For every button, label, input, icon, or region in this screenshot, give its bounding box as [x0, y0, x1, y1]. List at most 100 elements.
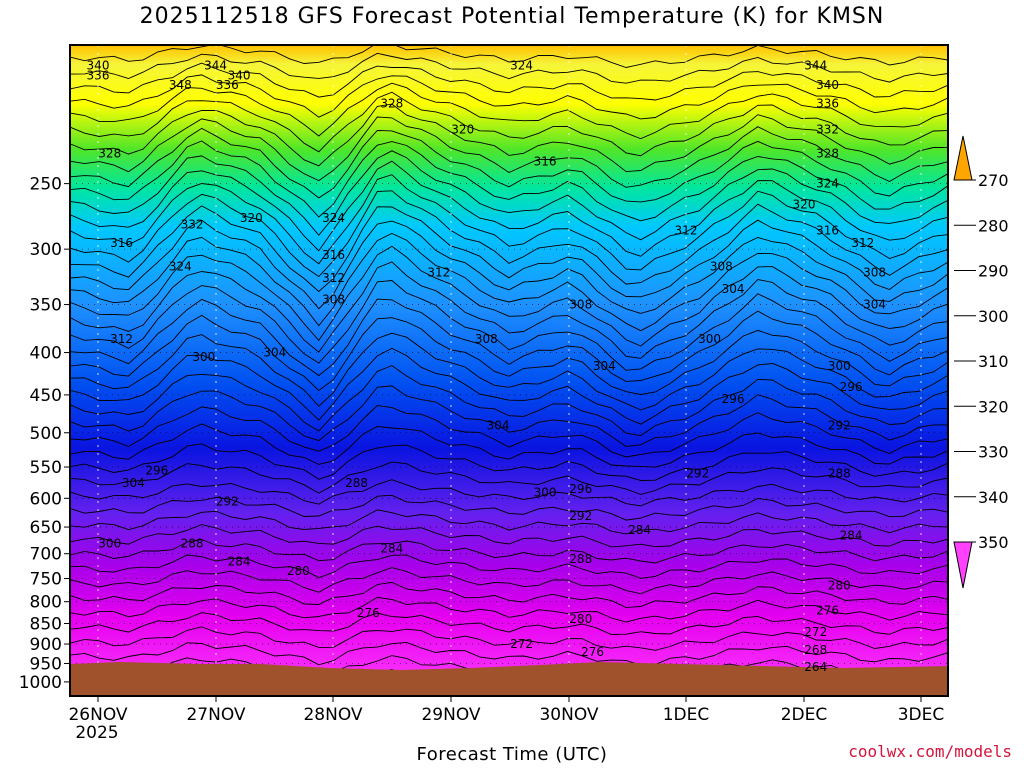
- contour-label: 276: [816, 604, 839, 618]
- contour-label: 296: [840, 380, 863, 394]
- contour-label: 288: [828, 466, 851, 480]
- isentrope-line: [70, 641, 948, 666]
- contour-label: 280: [569, 612, 592, 626]
- colorbar-label: 330: [978, 443, 1009, 462]
- contour-label: 316: [816, 224, 839, 238]
- isentrope-line: [70, 45, 948, 68]
- isentrope-line: [70, 261, 948, 359]
- colorbar-top-arrow: [953, 135, 973, 181]
- plot-frame: [69, 44, 949, 697]
- isentrope-line: [70, 524, 948, 548]
- contour-label: 340: [816, 78, 839, 92]
- contour-label: 312: [851, 236, 874, 250]
- y-tick-label: 950: [30, 654, 62, 674]
- contour-label: 328: [816, 147, 839, 161]
- contour-label: 320: [793, 198, 816, 212]
- contour-label: 344: [204, 59, 227, 73]
- y-tick-label: 700: [30, 545, 62, 565]
- colorbar: 270 280 290 300 310 320 330 340 350: [953, 135, 1009, 589]
- source-credit: coolwx.com/models: [848, 742, 1012, 761]
- contour-label: 264: [804, 660, 827, 674]
- contour-label: 332: [181, 217, 204, 231]
- isentrope-line: [70, 150, 948, 241]
- y-tick-label: 1000: [19, 673, 62, 693]
- contour-label: 284: [380, 542, 403, 556]
- colorbar-label: 270: [978, 171, 1009, 190]
- contour-label: 324: [169, 260, 192, 274]
- y-tick-label: 250: [30, 175, 62, 195]
- isentrope-line: [70, 332, 948, 411]
- contour-label: 308: [569, 298, 592, 312]
- isentrope-line: [70, 298, 948, 382]
- isentrope-line: [70, 405, 948, 458]
- contour-label: 300: [534, 485, 557, 499]
- colorbar-label: 300: [978, 307, 1009, 326]
- colorbar-label: 340: [978, 488, 1009, 507]
- isentrope-line: [70, 581, 948, 608]
- y-tick-label: 750: [30, 569, 62, 589]
- contour-label: 324: [322, 211, 345, 225]
- isentrope-line: [70, 365, 948, 437]
- contour-label: 300: [828, 359, 851, 373]
- x-axis-year-label: 2025: [75, 723, 118, 743]
- y-tick-label: 400: [30, 344, 62, 364]
- x-tick-label: 3DEC: [898, 705, 945, 725]
- contour-label: 316: [322, 248, 345, 262]
- contour-label: 296: [569, 482, 592, 496]
- colorbar-label: 310: [978, 352, 1009, 371]
- isentrope-line: [70, 280, 948, 371]
- contour-label: 320: [451, 122, 474, 136]
- contour-label: 304: [263, 346, 286, 360]
- x-tick-label: 28NOV: [303, 705, 362, 725]
- colorbar-label: 350: [978, 533, 1009, 552]
- y-tick-label: 650: [30, 518, 62, 538]
- theta-field: [70, 45, 948, 696]
- isentrope-line: [70, 443, 948, 481]
- chart-title: 2025112518 GFS Forecast Potential Temper…: [139, 4, 885, 29]
- y-tick-label: 800: [30, 593, 62, 613]
- contour-label: 344: [804, 59, 827, 73]
- contour-label: 316: [534, 154, 557, 168]
- contour-label: 320: [240, 211, 263, 225]
- contour-label: 324: [510, 59, 533, 73]
- contour-label: 312: [675, 224, 698, 238]
- isentrope-line: [70, 127, 948, 203]
- y-tick-label: 550: [30, 458, 62, 478]
- contour-label: 288: [181, 536, 204, 550]
- contour-label: 340: [87, 59, 110, 73]
- contour-label: 304: [593, 359, 616, 373]
- contour-label: 284: [228, 554, 251, 568]
- terrain: [70, 662, 948, 696]
- contour-label: 280: [828, 579, 851, 593]
- contour-label: 328: [98, 147, 121, 161]
- colorbar-label: 290: [978, 262, 1009, 281]
- contour-label: 304: [487, 419, 510, 433]
- contour-label: 332: [816, 122, 839, 136]
- contour-label: 288: [345, 476, 368, 490]
- contour-label: 348: [169, 78, 192, 92]
- y-tick-label: 300: [30, 240, 62, 260]
- contour-label: 300: [98, 536, 121, 550]
- contour-label: 340: [228, 68, 251, 82]
- contour-label: 292: [569, 509, 592, 523]
- y-tick-label: 350: [30, 296, 62, 316]
- x-axis: 26NOV 27NOV 28NOV 29NOV 30NOV 1DEC 2DEC 3DEC: [68, 696, 944, 725]
- x-tick-label: 30NOV: [539, 705, 598, 725]
- contour-label: 292: [828, 419, 851, 433]
- contour-label: 308: [475, 332, 498, 346]
- contour-label: 284: [628, 523, 651, 537]
- contour-label: 284: [840, 528, 863, 542]
- x-tick-label: 2DEC: [781, 705, 828, 725]
- isentrope-line: [70, 233, 948, 332]
- isentrope-line: [70, 554, 948, 579]
- contour-label: 336: [816, 96, 839, 110]
- contour-label: 296: [145, 463, 168, 477]
- isentrope-line: [70, 245, 948, 347]
- contour-label: 304: [863, 298, 886, 312]
- contour-label: 336: [216, 78, 239, 92]
- isentrope-line: [70, 494, 948, 521]
- y-tick-label: 900: [30, 635, 62, 655]
- contour-label: 308: [863, 265, 886, 279]
